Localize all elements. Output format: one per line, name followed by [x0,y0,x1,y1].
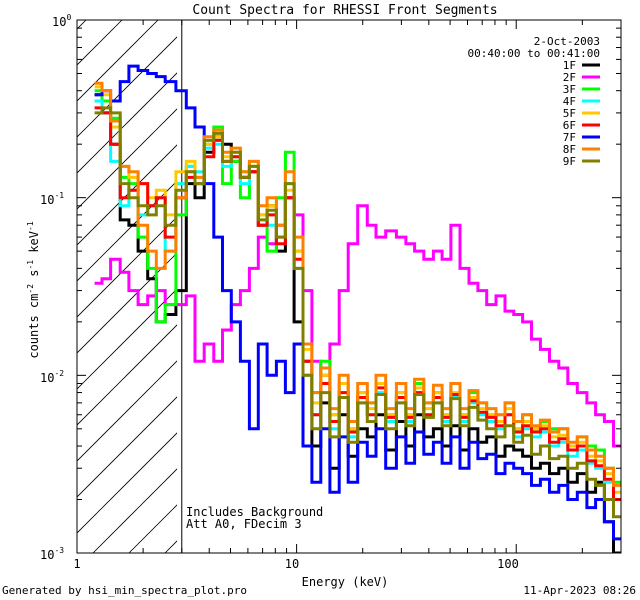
generated-by: Generated by hsi_min_spectra_plot.pro [2,584,247,597]
legend-label-8F: 8F [563,143,576,156]
hatch-line [77,216,177,318]
y-tick-label-3: 10-3 [40,546,64,562]
legend-date: 2-Oct-2003 [534,35,600,48]
annotation-background: Includes Background [186,505,323,519]
timestamp: 11-Apr-2023 08:26 [523,584,636,597]
y-tick-label-0: 100 [52,13,71,29]
x-tick-label-10: 10 [285,557,299,571]
axis-ticks [76,19,622,554]
series-group [94,64,621,553]
svg-text:10-2: 10-2 [40,369,64,385]
legend-label-9F: 9F [563,155,576,168]
y-tick-label-1: 10-1 [40,191,64,207]
legend-label-4F: 4F [563,95,576,108]
hatch-line [77,252,177,354]
legend-time-range: 00:40:00 to 00:41:00 [468,47,600,60]
hatch-line [77,432,177,534]
series-line-9F [94,106,621,519]
svg-text:10-1: 10-1 [40,191,64,207]
x-tick-label-100: 100 [497,557,519,571]
x-axis-label: Energy (keV) [302,575,389,589]
legend-label-5F: 5F [563,107,576,120]
hatch-line [77,396,177,498]
hatch-line [77,72,177,174]
legend-label-3F: 3F [563,83,576,96]
chart-title: Count Spectra for RHESSI Front Segments [192,3,497,18]
legend-label-2F: 2F [563,71,576,84]
annotation-attenuator: Att A0, FDecim 3 [186,517,302,531]
legend-label-6F: 6F [563,119,576,132]
series-line-2F [94,196,621,448]
legend-label-1F: 1F [563,59,576,72]
svg-text:10-3: 10-3 [40,546,64,562]
legend-label-7F: 7F [563,131,576,144]
y-axis-label: counts cm-2 s-1 keV-1 [26,221,41,358]
plot-frame [76,19,622,554]
series-line-7F [94,64,621,541]
y-tick-label-2: 10-2 [40,369,64,385]
x-tick-label-1: 1 [73,557,80,571]
svg-text:100: 100 [52,13,71,29]
